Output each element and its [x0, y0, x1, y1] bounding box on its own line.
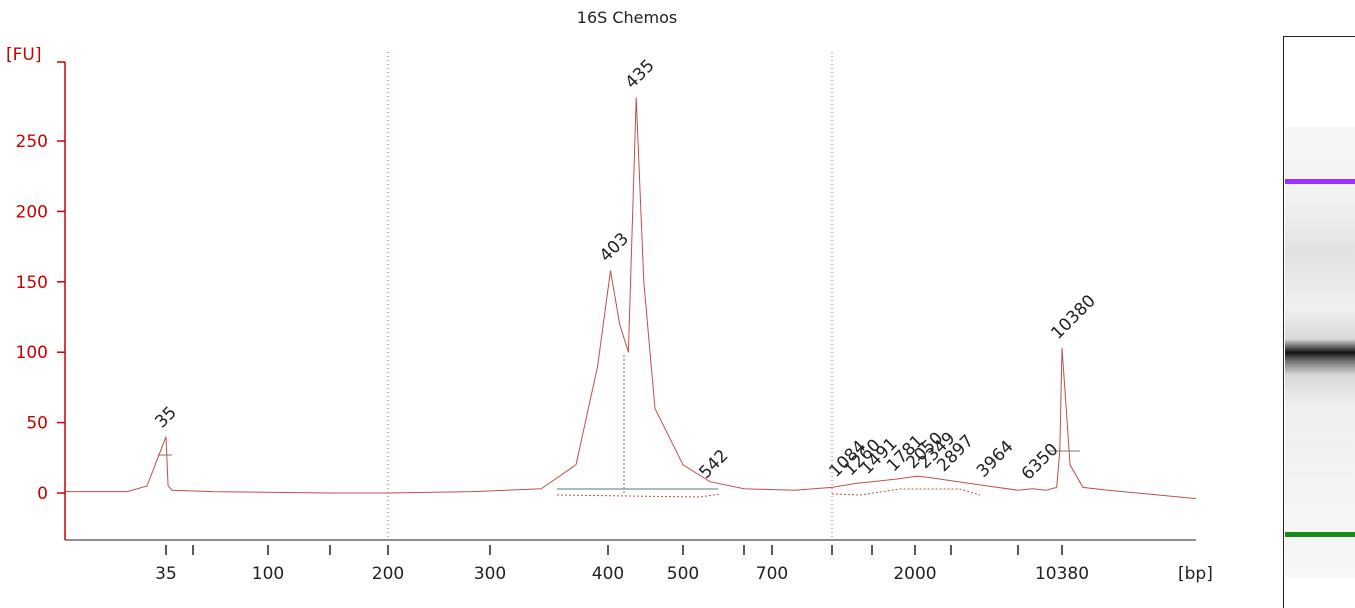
- x-tick-label: 400: [592, 564, 624, 584]
- y-tick-label: 150: [16, 273, 48, 293]
- peak-label: 403: [596, 229, 633, 266]
- peak-label: 542: [695, 446, 732, 483]
- y-tick-label: 50: [26, 414, 48, 434]
- y-tick-label: 100: [16, 343, 48, 363]
- x-ticks: 35 100 200 300 400 500 700 2000 10380: [155, 545, 1089, 584]
- y-tick-label: 250: [16, 132, 48, 152]
- upper-marker-band: [1285, 179, 1355, 184]
- peak-label: 435: [622, 56, 659, 93]
- x-axis-label: [bp]: [1178, 564, 1213, 584]
- x-tick-label: 500: [667, 564, 699, 584]
- reference-lines: [387, 52, 833, 540]
- x-tick-label: 300: [474, 564, 506, 584]
- x-tick-label: 700: [756, 564, 788, 584]
- y-tick-label: 0: [37, 484, 48, 504]
- x-tick-label: 2000: [893, 564, 936, 584]
- peak-baselines: [158, 355, 1080, 498]
- gel-image: [1283, 36, 1355, 608]
- trace-line: [65, 97, 1197, 500]
- x-tick-label: 35: [155, 564, 177, 584]
- peak-label: 6350: [1018, 440, 1063, 485]
- peak-label: 10380: [1047, 291, 1099, 343]
- x-tick-label: 200: [372, 564, 404, 584]
- x-tick-label: 100: [252, 564, 284, 584]
- peak-label: 35: [151, 403, 180, 432]
- y-axis-label: [FU]: [6, 45, 42, 65]
- y-tick-label: 200: [16, 202, 48, 222]
- peak-label: 3964: [973, 437, 1018, 482]
- lower-marker-band: [1285, 532, 1355, 537]
- chart-title: 16S Chemos: [577, 8, 677, 27]
- x-tick-label: 10380: [1035, 564, 1089, 584]
- y-ticks: 0 50 100 150 200 250: [16, 61, 65, 504]
- electropherogram: 16S Chemos [FU] [bp] 0 50 100 150 200 250 35 1…: [6, 8, 1213, 584]
- gel-lane: [1285, 127, 1355, 578]
